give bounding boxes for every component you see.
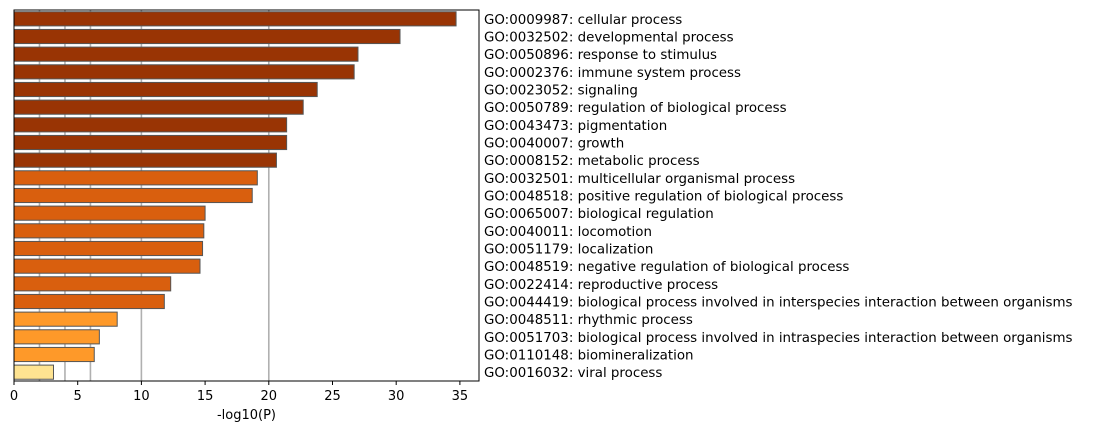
category-label: GO:0048519: negative regulation of biolo… [484,260,849,275]
category-label: GO:0002376: immune system process [484,66,741,81]
bar [13,64,355,80]
category-label: GO:0016032: viral process [484,366,662,381]
category-label: GO:0048518: positive regulation of biolo… [484,190,843,205]
x-tick-label: 15 [197,389,214,404]
category-label: GO:0022414: reproductive process [484,278,718,293]
category-label: GO:0048511: rhythmic process [484,313,693,328]
x-tick-label: 5 [74,389,82,404]
category-label: GO:0008152: metabolic process [484,154,700,169]
category-labels: GO:0009987: cellular process GO:0032502: … [484,13,1073,381]
bar [13,258,201,274]
bar [13,28,401,45]
x-tick-label: 10 [133,389,150,404]
category-label: GO:0032501: multicellular organismal pro… [484,172,795,187]
bar [13,11,457,27]
bar [13,329,100,345]
x-axis-label: -log10(P) [217,408,276,423]
bar [13,117,288,133]
x-tick-label: 30 [388,389,405,404]
x-tick-label: 25 [324,389,341,404]
category-label: GO:0044419: biological process involved … [484,296,1073,311]
category-label: GO:0051179: localization [484,243,653,258]
category-label: GO:0050896: response to stimulus [484,48,717,63]
bar [13,346,95,363]
bar [13,364,54,380]
category-label: GO:0050789: regulation of biological pro… [484,101,787,116]
x-tick-label: 20 [261,389,278,404]
bar [13,187,253,204]
bar [13,205,206,221]
bar [13,170,258,186]
bar [13,152,277,168]
category-label: GO:0032502: developmental process [484,31,734,46]
bar [13,223,205,239]
bar [13,81,318,98]
category-label: GO:0110148: biomineralization [484,349,694,364]
category-label: GO:0043473: pigmentation [484,119,667,134]
bar [13,46,359,62]
bar [13,311,118,327]
bars [13,11,457,380]
category-label: GO:0040007: growth [484,137,624,152]
category-label: GO:0009987: cellular process [484,13,682,28]
category-label: GO:0051703: biological process involved … [484,331,1072,346]
category-label: GO:0040011: locomotion [484,225,652,240]
x-tick-label: 35 [452,389,469,404]
bar [13,276,172,292]
x-tick-label: 0 [10,389,18,404]
category-label: GO:0023052: signaling [484,84,638,99]
category-label: GO:0065007: biological regulation [484,207,714,222]
axes-frame [13,9,480,382]
bar [13,99,304,115]
bar [13,134,288,151]
x-axis-ticks: 0 5 10 15 20 25 30 35 [10,381,468,404]
bar [13,240,204,257]
bar [13,293,165,310]
